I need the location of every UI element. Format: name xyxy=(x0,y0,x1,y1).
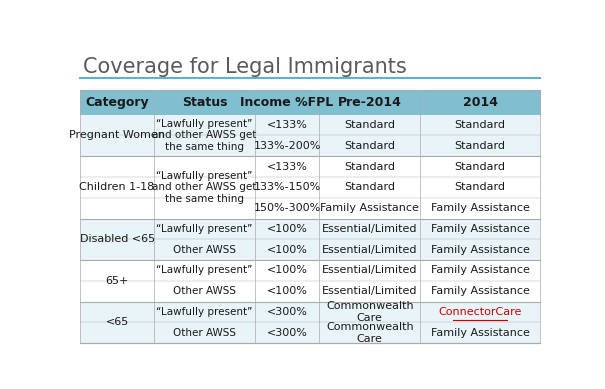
Text: “Lawfully present”: “Lawfully present” xyxy=(156,307,252,317)
Text: Other AWSS: Other AWSS xyxy=(173,328,236,338)
Text: Pre-2014: Pre-2014 xyxy=(338,96,402,109)
Bar xyxy=(80,115,540,156)
Text: “Lawfully present”
and other AWSS get
the same thing: “Lawfully present” and other AWSS get th… xyxy=(152,171,257,204)
Text: <100%: <100% xyxy=(267,245,307,255)
Text: Commonwealth
Care: Commonwealth Care xyxy=(326,301,414,323)
Text: <100%: <100% xyxy=(267,286,307,296)
Bar xyxy=(80,156,540,219)
Bar xyxy=(80,90,540,115)
Text: 133%-200%: 133%-200% xyxy=(253,141,321,151)
Text: Category: Category xyxy=(85,96,149,109)
Text: <300%: <300% xyxy=(267,328,307,338)
Text: Family Assistance: Family Assistance xyxy=(321,203,419,213)
Text: Pregnant Women: Pregnant Women xyxy=(69,130,165,140)
Text: Family Assistance: Family Assistance xyxy=(431,286,529,296)
Bar xyxy=(80,301,540,343)
Text: Essential/Limited: Essential/Limited xyxy=(322,224,417,234)
Bar xyxy=(80,219,540,260)
Text: 133%-150%: 133%-150% xyxy=(253,182,321,193)
Text: Children 1-18: Children 1-18 xyxy=(79,182,155,193)
Text: 65+: 65+ xyxy=(105,276,129,286)
Text: <133%: <133% xyxy=(267,161,307,172)
Text: <100%: <100% xyxy=(267,266,307,275)
Text: Standard: Standard xyxy=(344,161,395,172)
Text: Other AWSS: Other AWSS xyxy=(173,245,236,255)
Text: 2014: 2014 xyxy=(463,96,497,109)
Text: <65: <65 xyxy=(105,317,129,328)
Text: Standard: Standard xyxy=(454,141,506,151)
Text: Standard: Standard xyxy=(454,182,506,193)
Text: Standard: Standard xyxy=(344,182,395,193)
Text: “Lawfully present”
and other AWSS get
the same thing: “Lawfully present” and other AWSS get th… xyxy=(152,119,257,152)
Text: 150%-300%: 150%-300% xyxy=(253,203,321,213)
Text: Status: Status xyxy=(182,96,227,109)
Text: <133%: <133% xyxy=(267,120,307,130)
Text: Standard: Standard xyxy=(454,161,506,172)
Text: Family Assistance: Family Assistance xyxy=(431,328,529,338)
Text: ConnectorCare: ConnectorCare xyxy=(439,307,522,317)
Text: Other AWSS: Other AWSS xyxy=(173,286,236,296)
Text: Standard: Standard xyxy=(344,120,395,130)
Text: “Lawfully present”: “Lawfully present” xyxy=(156,224,252,234)
Text: Disabled <65: Disabled <65 xyxy=(79,234,155,244)
Text: Essential/Limited: Essential/Limited xyxy=(322,286,417,296)
Text: Family Assistance: Family Assistance xyxy=(431,245,529,255)
Text: Standard: Standard xyxy=(344,141,395,151)
Text: Essential/Limited: Essential/Limited xyxy=(322,245,417,255)
Text: Family Assistance: Family Assistance xyxy=(431,203,529,213)
Text: Essential/Limited: Essential/Limited xyxy=(322,266,417,275)
Bar xyxy=(80,260,540,301)
Text: Standard: Standard xyxy=(454,120,506,130)
Text: Income %FPL: Income %FPL xyxy=(240,96,334,109)
Text: Coverage for Legal Immigrants: Coverage for Legal Immigrants xyxy=(83,57,407,77)
Text: <300%: <300% xyxy=(267,307,307,317)
Text: Commonwealth
Care: Commonwealth Care xyxy=(326,322,414,343)
Text: <100%: <100% xyxy=(267,224,307,234)
Text: “Lawfully present”: “Lawfully present” xyxy=(156,266,252,275)
Text: Family Assistance: Family Assistance xyxy=(431,266,529,275)
Text: Family Assistance: Family Assistance xyxy=(431,224,529,234)
